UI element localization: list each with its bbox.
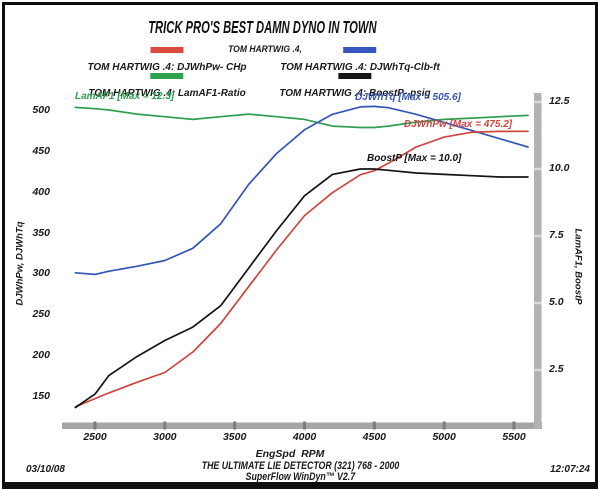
page-title: TRICK PRO'S BEST DAMN DYNO IN TOWN (147, 17, 377, 37)
subtitle-row: TOM HARTWIG .4, (0, 39, 530, 57)
x-tick-label-4500: 4500 (362, 431, 386, 443)
legend-item-1: TOM HARTWIG .4: DJWhTq-Clb-ft (280, 47, 440, 75)
y-right-tick-label-10.0: 10.0 (549, 162, 570, 174)
y-right-tick-label-7.5: 7.5 (549, 229, 564, 241)
footer-software-line: SuperFlow WinDyn™ V2.7 (245, 471, 355, 483)
x-tick-mark-4500 (372, 421, 376, 430)
x-tick-mark-3500 (233, 421, 237, 430)
x-tick-mark-4000 (303, 421, 306, 430)
annotation-djwhtq-max: DJWhTq [Max = 505.6] (355, 92, 461, 103)
y-right-tick-mark-10.0 (534, 167, 542, 171)
y-left-tick-label-350: 350 (32, 226, 50, 239)
legend-item-2: TOM HARTWIG .4: LamAF1-Ratio (88, 73, 246, 101)
x-tick-mark-2500 (93, 421, 97, 430)
x-tick-mark-5500 (512, 421, 516, 430)
y-right-tick-label-5.0: 5.0 (549, 296, 564, 308)
y-right-tick-label-12.5: 12.5 (549, 95, 570, 107)
y-left-tick-label-250: 250 (32, 308, 50, 321)
y-right-tick-label-2.5: 2.5 (549, 363, 564, 375)
footer-row-2: SuperFlow WinDyn™ V2.7 (0, 467, 600, 485)
x-tick-label-4000: 4000 (292, 431, 317, 443)
x-tick-label-2500: 2500 (83, 431, 107, 443)
annotation-boostp-max: BoostP [Max = 10.0] (367, 153, 462, 164)
y-right-tick-mark-2.5 (534, 368, 542, 372)
curve-LamAF1-Ratio (74, 106, 529, 129)
legend-item-3: TOM HARTWIG .4: BoostP- psig (279, 73, 431, 101)
y-left-tick-label-150: 150 (32, 390, 50, 402)
y-right-axis-bar (534, 93, 542, 429)
curve-DJWhTq-Clb-ft (74, 105, 529, 276)
annotation-lamaf1-max: LamAF1 [Max = 12.3] (75, 91, 175, 102)
title-row: TRICK PRO'S BEST DAMN DYNO IN TOWN (0, 17, 524, 38)
annotation-djwhpw-max: DJWhPw [Max = 475.2] (404, 119, 513, 130)
footer-row-1: THE ULTIMATE LIE DETECTOR (321) 768 - 20… (0, 456, 600, 474)
legend-swatch-1 (343, 47, 377, 53)
x-tick-label-3000: 3000 (153, 431, 177, 443)
time-stamp: 12:07:24 (549, 464, 590, 475)
x-axis-bar (62, 422, 542, 429)
legend-swatch-0 (150, 47, 184, 53)
x-tick-mark-5000 (442, 421, 446, 430)
legend-label-0: TOM HARTWIG .4: DJWhPw- CHp (87, 62, 247, 73)
curve-DJWhPw- CHp (74, 130, 529, 408)
legend-label-2: TOM HARTWIG .4: LamAF1-Ratio (88, 88, 246, 99)
x-tick-label-5000: 5000 (432, 431, 456, 443)
y-right-tick-mark-12.5 (534, 100, 542, 104)
page-subtitle: TOM HARTWIG .4, (228, 44, 302, 55)
x-tick-label-3500: 3500 (222, 431, 247, 443)
x-axis-title-row: EngSpd RPM (0, 444, 580, 462)
y-left-tick-label-400: 400 (32, 185, 50, 198)
y-left-tick-label-500: 500 (32, 104, 50, 116)
x-axis-title: EngSpd RPM (255, 448, 325, 460)
legend-item-0: TOM HARTWIG .4: DJWhPw- CHp (87, 47, 247, 75)
legend-label-3: TOM HARTWIG .4: BoostP- psig (279, 88, 431, 99)
y-right-tick-mark-7.5 (534, 234, 542, 238)
legend-swatch-3 (338, 73, 372, 79)
x-tick-label-5500: 5500 (502, 431, 526, 443)
y-right-tick-mark-5.0 (534, 301, 542, 305)
x-tick-mark-3000 (163, 421, 167, 430)
date-stamp: 03/10/08 (26, 464, 65, 475)
y-right-axis-title: LamAF1, BoostP (572, 228, 584, 305)
legend-swatch-2 (150, 73, 184, 79)
footer-shop-line: THE ULTIMATE LIE DETECTOR (321) 768 - 20… (201, 460, 399, 472)
y-left-tick-label-200: 200 (32, 349, 50, 362)
y-left-axis-title: DJWhPw, DJWhTq (14, 221, 26, 306)
curve-BoostP- psig (74, 168, 529, 409)
legend-label-1: TOM HARTWIG .4: DJWhTq-Clb-ft (280, 62, 440, 73)
y-left-tick-label-300: 300 (32, 267, 50, 280)
y-left-tick-label-450: 450 (32, 144, 50, 157)
